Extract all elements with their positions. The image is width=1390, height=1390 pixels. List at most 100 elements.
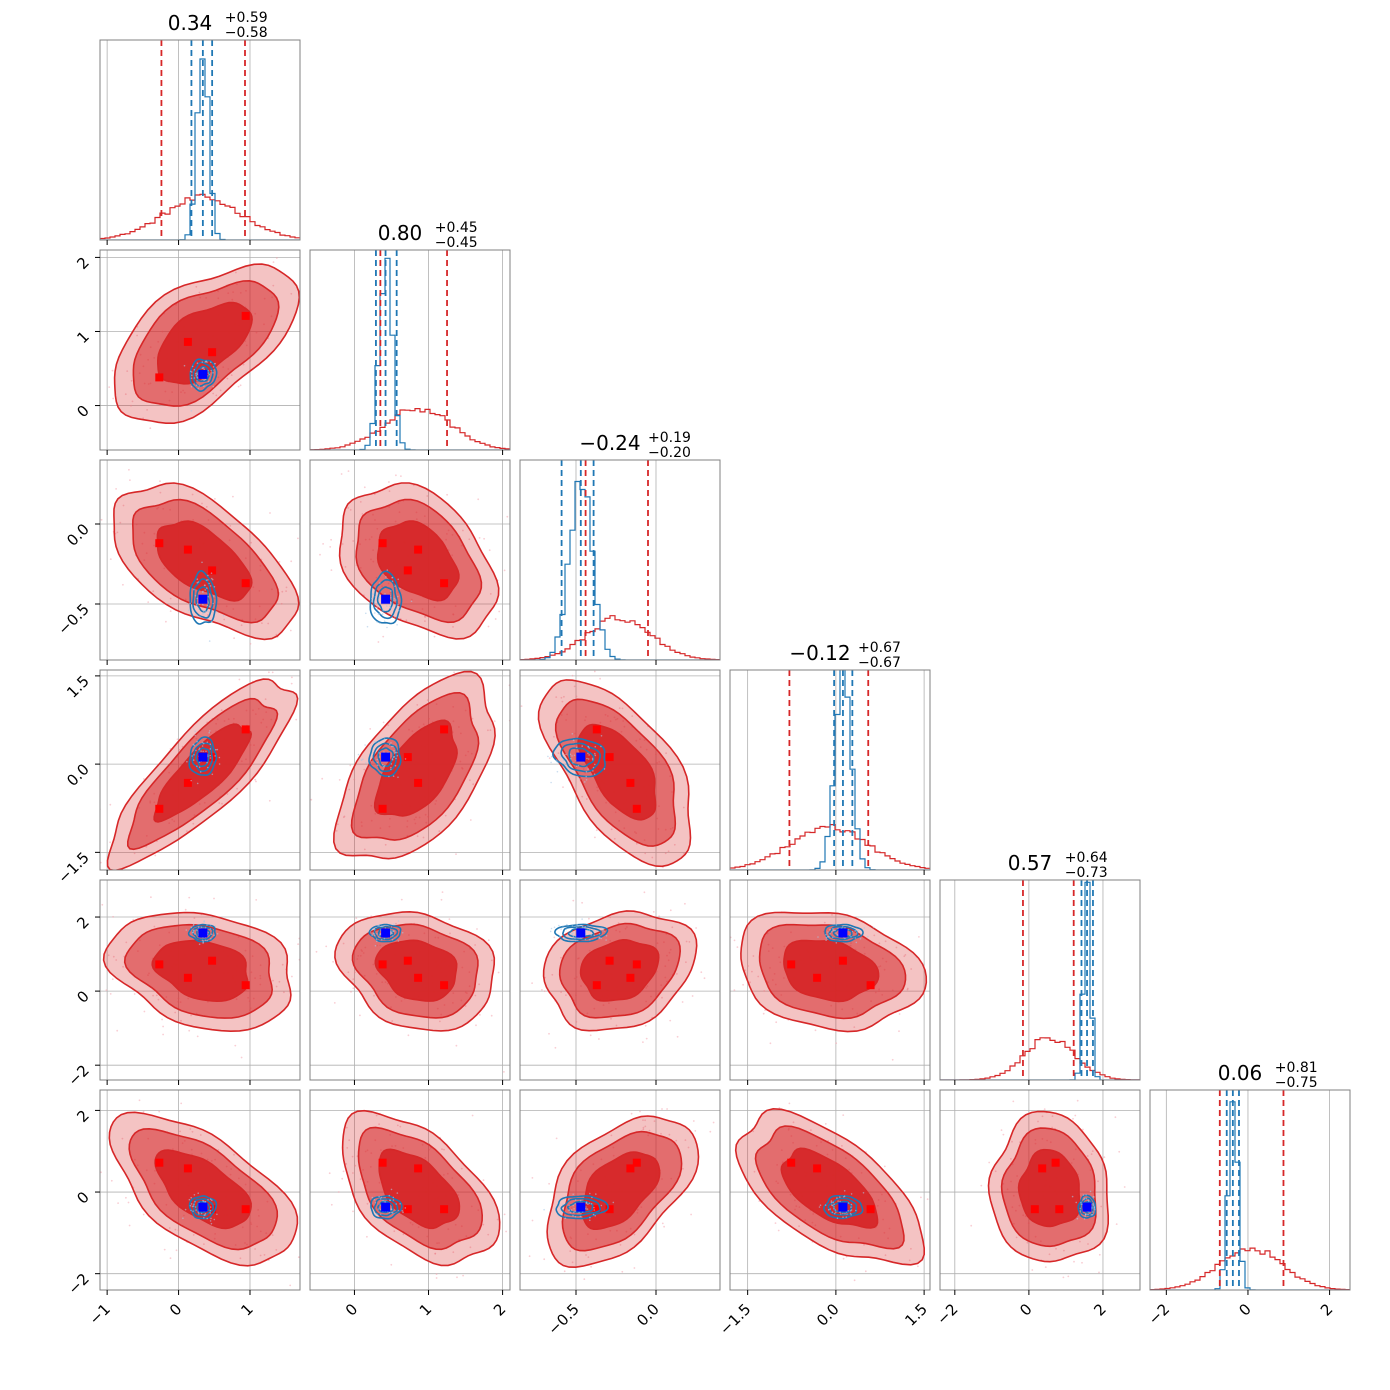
sample-dot bbox=[388, 1194, 391, 1197]
sample-dot bbox=[352, 1172, 354, 1174]
sample-dot bbox=[555, 1137, 558, 1140]
sample-dot bbox=[857, 929, 859, 931]
sample-dot bbox=[543, 1258, 546, 1261]
sample-dot bbox=[200, 926, 203, 928]
x-tick-label: 0.0 bbox=[633, 1300, 663, 1330]
sample-dot bbox=[575, 765, 578, 768]
sample-dot bbox=[588, 1202, 591, 1205]
sample-marker bbox=[241, 981, 250, 990]
sample-dot bbox=[198, 747, 201, 750]
sample-dot bbox=[618, 707, 621, 709]
sample-dot bbox=[336, 823, 339, 826]
sample-dot bbox=[579, 778, 581, 780]
sample-dot bbox=[214, 363, 216, 365]
sample-dot bbox=[315, 950, 318, 953]
truth-marker bbox=[576, 928, 586, 938]
sample-dot bbox=[201, 745, 204, 747]
sample-dot bbox=[379, 1198, 382, 1200]
sample-dot bbox=[210, 572, 213, 574]
sample-dot bbox=[503, 1213, 506, 1216]
sample-dot bbox=[347, 507, 350, 509]
sample-dot bbox=[177, 1229, 180, 1231]
sample-dot bbox=[343, 815, 346, 818]
sample-dot bbox=[862, 1192, 865, 1194]
sample-dot bbox=[345, 1126, 348, 1129]
contour-panel-6-3: −0.5 0.0 bbox=[519, 1089, 721, 1339]
sample-dot bbox=[832, 1201, 834, 1203]
param-title-lower-6: −0.75 bbox=[1275, 1075, 1318, 1091]
sample-dot bbox=[376, 933, 378, 935]
sample-dot bbox=[330, 538, 332, 541]
sample-dot bbox=[142, 1110, 145, 1113]
x-tick-label: −2 bbox=[933, 1300, 961, 1328]
sample-dot bbox=[208, 605, 211, 608]
sample-dot bbox=[1082, 1194, 1085, 1196]
sample-dot bbox=[453, 671, 455, 674]
sample-dot bbox=[155, 994, 158, 997]
sample-dot bbox=[378, 752, 380, 754]
sample-dot bbox=[272, 979, 274, 982]
sample-dot bbox=[603, 768, 606, 770]
sample-dot bbox=[859, 938, 862, 940]
sample-dot bbox=[762, 1012, 765, 1015]
sample-dot bbox=[1080, 1203, 1083, 1205]
sample-dot bbox=[594, 745, 597, 748]
sample-dot bbox=[833, 1212, 836, 1215]
sample-dot bbox=[572, 1193, 574, 1196]
sample-dot bbox=[208, 640, 211, 642]
sample-dot bbox=[681, 1001, 684, 1003]
sample-dot bbox=[585, 775, 587, 778]
sample-dot bbox=[581, 795, 584, 798]
sample-dot bbox=[474, 994, 477, 997]
sample-dot bbox=[586, 757, 588, 760]
sample-dot bbox=[444, 814, 447, 817]
sample-dot bbox=[380, 1196, 383, 1199]
sample-dot bbox=[226, 793, 229, 795]
sample-dot bbox=[207, 372, 210, 374]
sample-dot bbox=[226, 377, 229, 380]
sample-dot bbox=[588, 754, 590, 756]
sample-dot bbox=[207, 370, 209, 372]
sample-dot bbox=[642, 1119, 644, 1121]
sample-dot bbox=[563, 937, 566, 939]
sample-dot bbox=[569, 1211, 572, 1214]
contour-a-level-inner bbox=[376, 520, 460, 602]
sample-dot bbox=[449, 932, 451, 935]
sample-dot bbox=[441, 1148, 443, 1151]
sample-dot bbox=[379, 1204, 381, 1206]
sample-dot bbox=[462, 529, 464, 532]
sample-dot bbox=[383, 937, 386, 940]
sample-dot bbox=[1087, 1199, 1089, 1202]
sample-dot bbox=[382, 635, 385, 638]
sample-dot bbox=[688, 941, 691, 943]
sample-dot bbox=[213, 1218, 216, 1221]
sample-dot bbox=[1048, 1253, 1051, 1256]
sample-dot bbox=[198, 761, 201, 763]
sample-dot bbox=[936, 1263, 938, 1265]
sample-dot bbox=[377, 613, 380, 615]
sample-dot bbox=[395, 757, 397, 760]
sample-dot bbox=[404, 1207, 407, 1209]
contour-panel-6-4: −1.5 0.0 1.5 bbox=[692, 1089, 951, 1339]
sample-dot bbox=[201, 502, 203, 505]
sample-dot bbox=[1103, 1156, 1106, 1159]
sample-dot bbox=[322, 543, 324, 545]
sample-dot bbox=[692, 1098, 694, 1100]
sample-dot bbox=[312, 987, 314, 989]
sample-dot bbox=[138, 1099, 141, 1102]
sample-dot bbox=[949, 1270, 951, 1272]
sample-dot bbox=[211, 773, 214, 776]
sample-dot bbox=[840, 1213, 842, 1215]
sample-dot bbox=[521, 977, 523, 979]
sample-dot bbox=[119, 521, 122, 524]
sample-marker bbox=[813, 1164, 822, 1173]
sample-marker bbox=[866, 981, 875, 990]
sample-dot bbox=[184, 1208, 187, 1211]
sample-dot bbox=[297, 537, 299, 540]
sample-dot bbox=[842, 1216, 844, 1218]
sample-dot bbox=[849, 1210, 852, 1212]
sample-dot bbox=[873, 934, 876, 937]
sample-dot bbox=[477, 498, 480, 501]
sample-dot bbox=[363, 486, 366, 489]
contour-a-level-inner bbox=[780, 1147, 879, 1229]
